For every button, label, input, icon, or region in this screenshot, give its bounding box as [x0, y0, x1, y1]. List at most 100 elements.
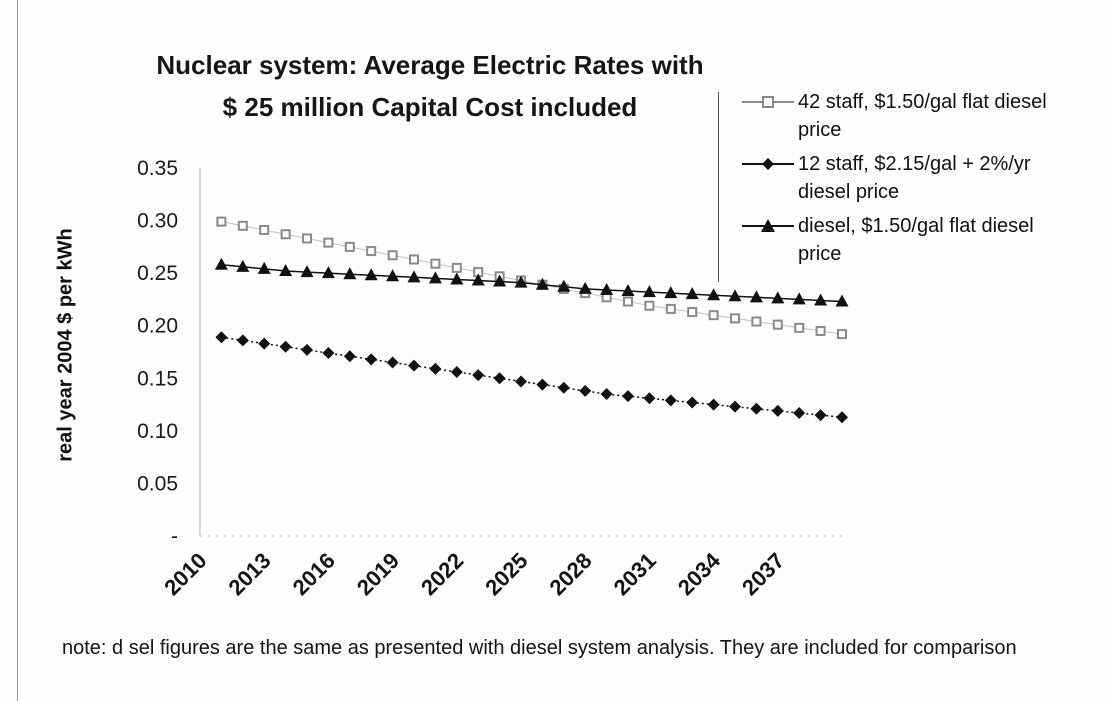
y-tick-label: 0.10: [137, 420, 178, 443]
data-point-diesel: [749, 290, 763, 303]
data-point-12-staff: [643, 392, 656, 405]
y-tick-label: -: [171, 525, 178, 548]
data-point-12-staff: [215, 331, 228, 344]
data-point-12-staff: [258, 337, 271, 350]
data-point-12-staff: [322, 347, 335, 360]
x-tick-label: 2016: [288, 548, 340, 600]
data-point-diesel: [364, 268, 378, 281]
data-point-diesel: [557, 279, 571, 292]
data-point-12-staff: [301, 343, 313, 356]
data-point-diesel: [514, 275, 528, 288]
data-point-diesel: [471, 273, 485, 286]
data-point-12-staff: [707, 398, 720, 411]
series-line-3: [221, 263, 843, 303]
data-point-42-staff: [665, 303, 676, 314]
data-point-12-staff: [236, 334, 249, 347]
x-tick-label: 2010: [159, 548, 211, 600]
data-point-12-staff: [793, 406, 806, 419]
chart-title: Nuclear system: Average Electric Rates w…: [156, 50, 704, 80]
data-point-diesel: [257, 261, 271, 274]
x-tick-label: 2019: [352, 548, 404, 600]
data-point-42-staff: [815, 325, 826, 336]
data-point-diesel: [343, 267, 357, 280]
data-point-12-staff: [343, 350, 356, 363]
data-point-12-staff: [557, 381, 570, 394]
data-point-diesel: [621, 284, 635, 297]
y-tick-label: 0.05: [137, 472, 178, 495]
data-point-42-staff: [323, 237, 334, 248]
data-point-42-staff: [730, 313, 740, 324]
data-point-42-staff: [366, 246, 377, 257]
data-point-diesel: [214, 257, 228, 270]
x-tick-label: 2037: [737, 548, 789, 600]
data-point-12-staff: [493, 372, 506, 385]
data-point-diesel: [236, 259, 250, 272]
data-point-12-staff: [771, 404, 784, 417]
data-point-42-staff: [280, 229, 291, 240]
data-point-12-staff: [600, 388, 613, 401]
legend-marker-square-icon: [742, 96, 794, 108]
data-point-12-staff: [814, 409, 827, 422]
data-point-diesel: [300, 265, 314, 278]
data-point-12-staff: [536, 378, 549, 391]
x-tick-label: 2034: [673, 547, 726, 600]
series-line-1: [221, 221, 843, 335]
data-point-12-staff: [686, 396, 699, 409]
data-point-diesel: [279, 264, 293, 277]
data-point-42-staff: [451, 262, 462, 273]
data-point-12-staff: [450, 365, 463, 378]
data-point-42-staff: [216, 216, 227, 227]
data-point-diesel: [321, 266, 335, 279]
data-point-diesel: [792, 292, 806, 305]
x-tick-label: 2013: [223, 548, 275, 600]
y-tick-label: 0.25: [137, 262, 178, 285]
data-point-42-staff: [387, 250, 398, 261]
data-point-42-staff: [794, 322, 805, 333]
data-point-42-staff: [259, 225, 270, 236]
y-tick-label: 0.30: [137, 210, 178, 233]
data-point-12-staff: [279, 340, 292, 353]
data-point-12-staff: [472, 369, 485, 382]
legend-label-12-staff: 12 staff, $2.15/gal + 2%/yr: [798, 153, 1031, 175]
data-point-12-staff: [729, 400, 741, 413]
y-tick-label: 0.35: [137, 157, 178, 180]
data-point-42-staff: [430, 258, 441, 269]
data-point-42-staff: [837, 329, 847, 340]
legend-label-diesel-cont: price: [798, 243, 842, 265]
series-line-2: [221, 336, 843, 418]
data-point-12-staff: [664, 394, 677, 407]
data-point-diesel: [707, 288, 721, 301]
data-point-diesel: [493, 274, 507, 287]
data-point-diesel: [642, 285, 656, 298]
page-left-rule: [17, 0, 18, 701]
data-point-diesel: [664, 286, 678, 299]
x-tick-label: 2028: [544, 548, 596, 600]
data-point-diesel: [835, 294, 849, 307]
data-point-diesel: [535, 277, 549, 290]
legend-label-diesel: diesel, $1.50/gal flat diesel: [798, 215, 1034, 237]
data-point-42-staff: [644, 300, 655, 311]
data-point-42-staff: [344, 241, 355, 252]
data-point-diesel: [578, 281, 592, 294]
data-point-diesel: [600, 282, 614, 295]
data-point-12-staff: [408, 359, 420, 372]
data-point-diesel: [728, 289, 742, 302]
data-point-12-staff: [386, 356, 399, 369]
data-point-42-staff: [237, 220, 248, 231]
legend-border: [718, 92, 719, 282]
legend-label-42-staff-cont: price: [798, 119, 842, 141]
data-point-12-staff: [579, 384, 592, 397]
chart-subtitle: $ 25 million Capital Cost included: [222, 92, 638, 122]
y-tick-label: 0.20: [137, 315, 178, 338]
data-point-diesel: [685, 287, 699, 300]
data-point-42-staff: [687, 307, 698, 318]
data-point-12-staff: [515, 375, 527, 388]
data-point-diesel: [450, 272, 464, 285]
x-tick-label: 2031: [609, 548, 661, 600]
data-point-12-staff: [622, 390, 634, 403]
y-tick-label: 0.15: [137, 367, 178, 390]
data-point-12-staff: [750, 402, 763, 415]
data-point-12-staff: [836, 411, 848, 424]
x-tick-label: 2025: [480, 548, 532, 600]
data-point-12-staff: [365, 353, 378, 366]
